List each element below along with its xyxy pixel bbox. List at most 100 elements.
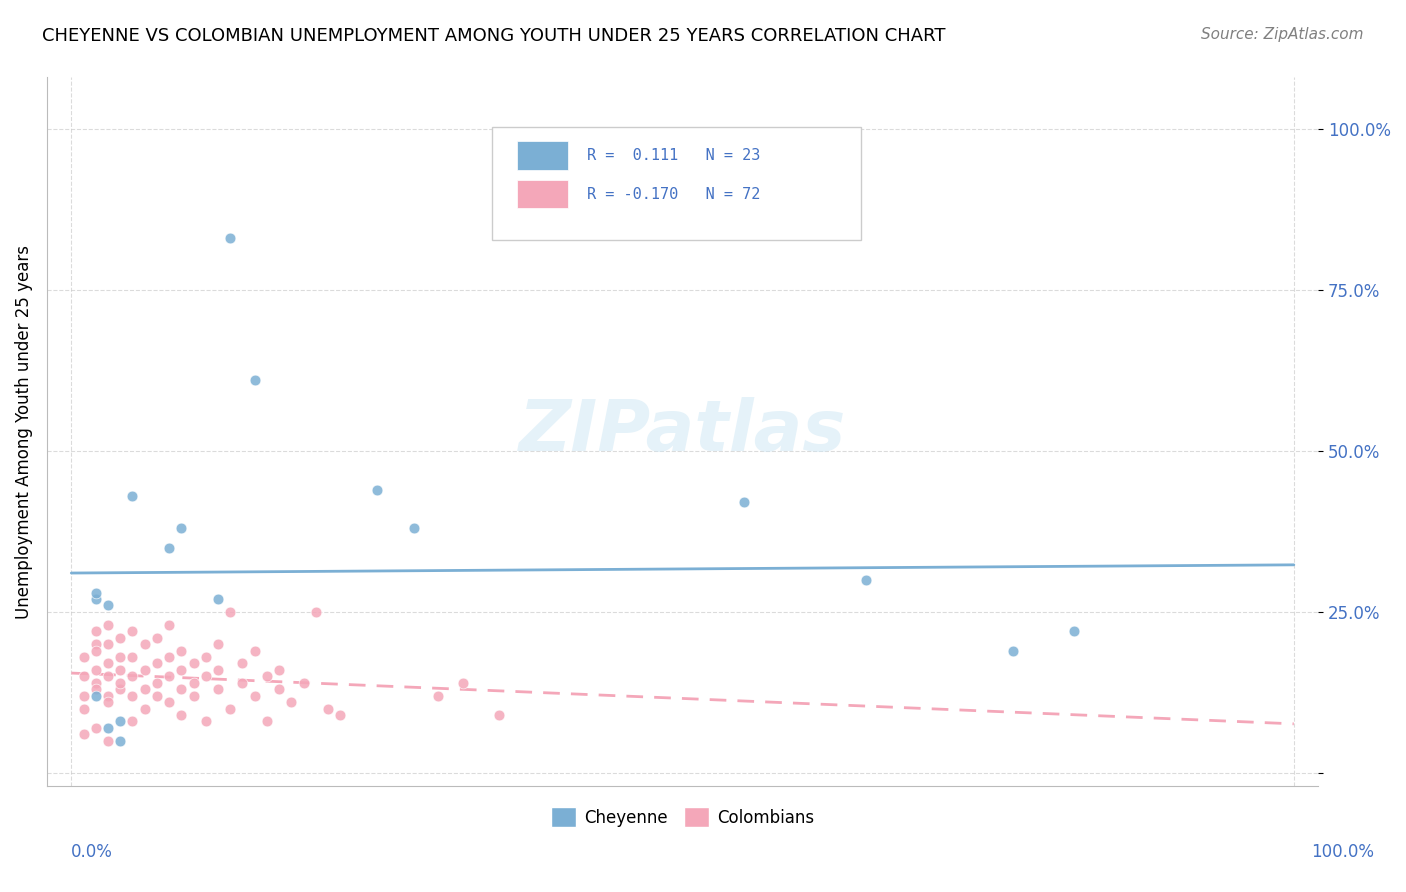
Point [219,605,242,619]
Point [1063,624,1085,639]
Point [84,675,107,690]
Point [243,643,266,657]
Point [427,689,450,703]
Point [329,708,352,723]
Text: CHEYENNE VS COLOMBIAN UNEMPLOYMENT AMONG YOUTH UNDER 25 YEARS CORRELATION CHART: CHEYENNE VS COLOMBIAN UNEMPLOYMENT AMONG… [42,27,946,45]
Point [1001,643,1024,657]
Point [451,675,474,690]
Point [72,701,94,715]
Point [72,650,94,665]
Point [121,669,143,683]
Point [84,721,107,735]
Point [280,695,302,709]
Point [207,592,229,607]
Point [243,373,266,387]
Point [146,675,169,690]
FancyBboxPatch shape [492,127,860,240]
Point [110,733,132,747]
Point [121,689,143,703]
Point [207,637,229,651]
Point [110,631,132,645]
Point [121,489,143,503]
Point [855,573,877,587]
Point [121,624,143,639]
Point [110,675,132,690]
Point [366,483,388,497]
Point [194,669,217,683]
Point [170,682,193,697]
Text: 100.0%: 100.0% [1312,843,1374,861]
Point [170,521,193,535]
Point [121,650,143,665]
Point [84,585,107,599]
Point [733,495,755,509]
Point [84,592,107,607]
Point [157,541,180,555]
Point [157,650,180,665]
Point [157,695,180,709]
Point [219,231,242,245]
Point [97,599,120,613]
Point [84,663,107,677]
FancyBboxPatch shape [517,180,568,209]
Point [170,708,193,723]
Text: R = -0.170   N = 72: R = -0.170 N = 72 [588,186,761,202]
FancyBboxPatch shape [517,141,568,169]
Point [72,689,94,703]
Point [110,714,132,729]
Point [134,637,156,651]
Point [97,657,120,671]
Point [305,605,328,619]
Point [157,669,180,683]
Point [194,714,217,729]
Point [316,701,339,715]
Point [146,657,169,671]
Point [97,669,120,683]
Point [183,657,205,671]
Text: 0.0%: 0.0% [70,843,112,861]
Point [194,650,217,665]
Point [256,669,278,683]
Point [134,682,156,697]
Text: R =  0.111   N = 23: R = 0.111 N = 23 [588,148,761,163]
Point [72,669,94,683]
Point [84,682,107,697]
Point [110,682,132,697]
Point [256,714,278,729]
Point [231,675,253,690]
Point [84,689,107,703]
Point [110,663,132,677]
Point [269,682,291,697]
Point [97,721,120,735]
Point [97,695,120,709]
Point [207,663,229,677]
Point [219,701,242,715]
Text: ZIPatlas: ZIPatlas [519,397,846,467]
Point [110,650,132,665]
Point [72,727,94,741]
Point [170,663,193,677]
Point [292,675,315,690]
Point [84,643,107,657]
Point [207,682,229,697]
Point [402,521,425,535]
Point [134,701,156,715]
Point [183,675,205,690]
Point [146,631,169,645]
Point [183,689,205,703]
Point [488,708,510,723]
Y-axis label: Unemployment Among Youth under 25 years: Unemployment Among Youth under 25 years [15,244,32,619]
Point [97,617,120,632]
Point [269,663,291,677]
Point [97,637,120,651]
Point [243,689,266,703]
Point [146,689,169,703]
Text: Source: ZipAtlas.com: Source: ZipAtlas.com [1201,27,1364,42]
Point [97,733,120,747]
Point [84,624,107,639]
Legend: Cheyenne, Colombians: Cheyenne, Colombians [544,800,821,834]
Point [121,714,143,729]
Point [157,617,180,632]
Point [170,643,193,657]
Point [84,637,107,651]
